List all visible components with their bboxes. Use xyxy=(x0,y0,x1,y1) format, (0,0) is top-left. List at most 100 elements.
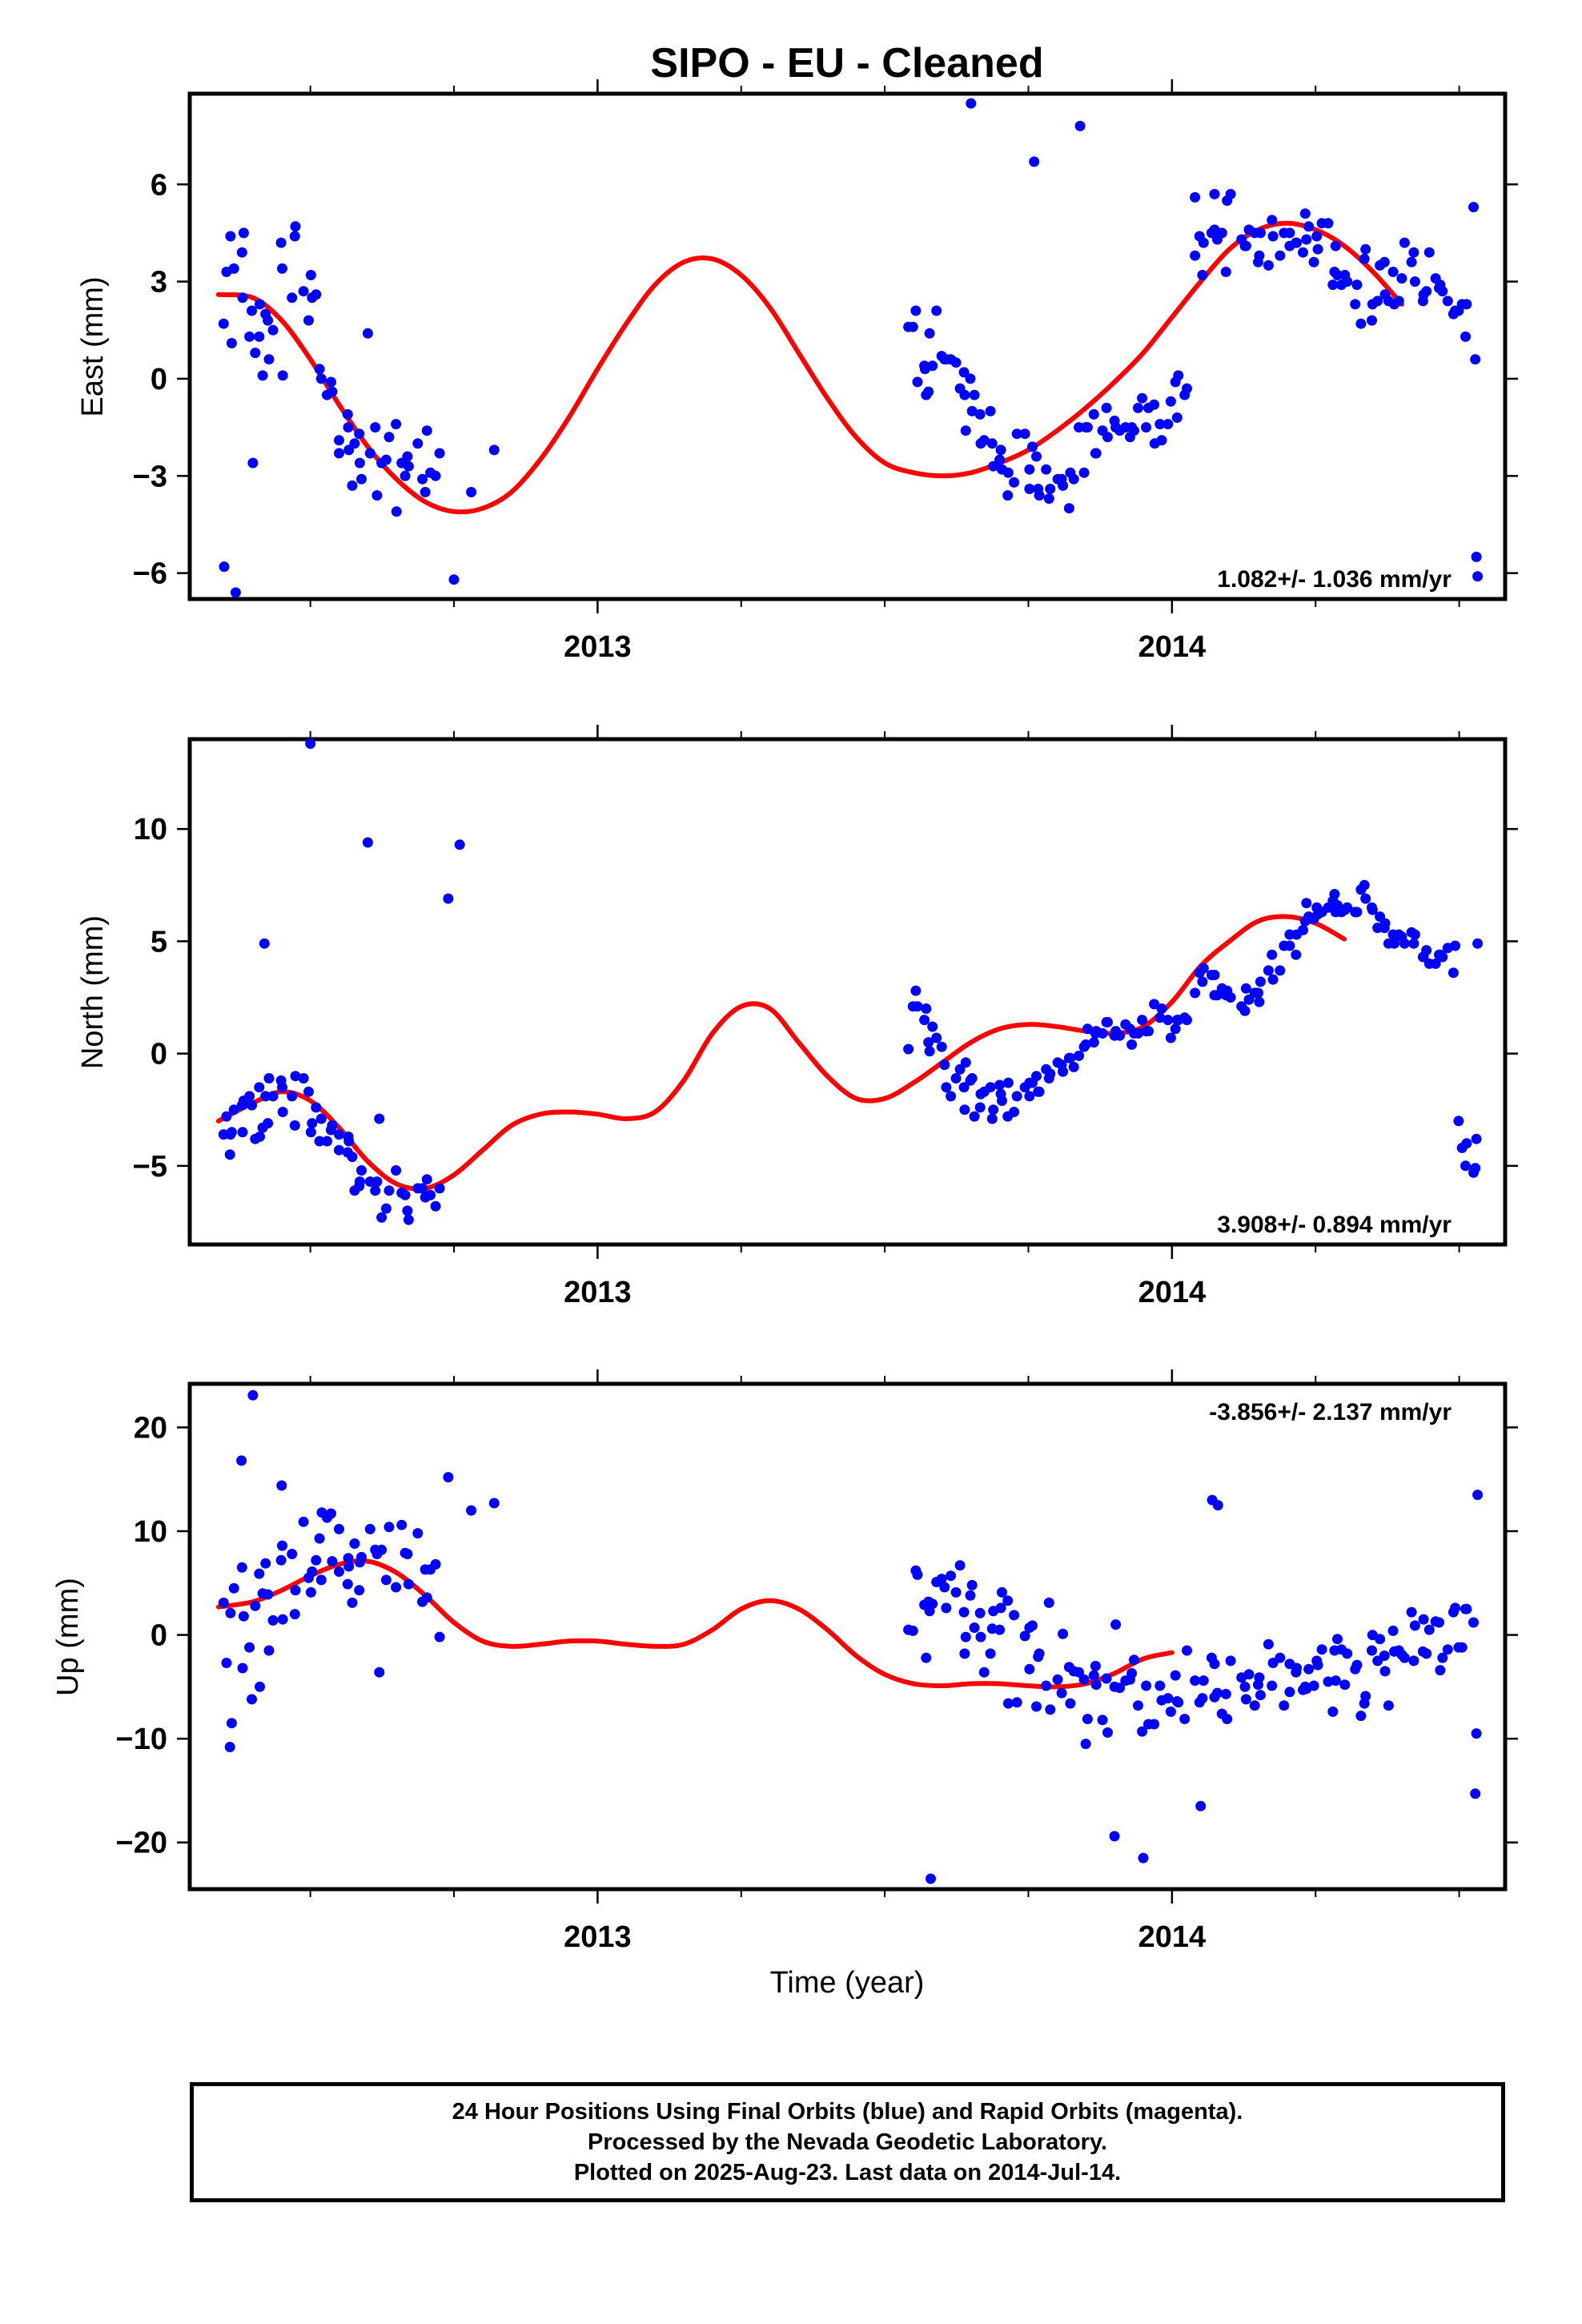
data-point xyxy=(263,1589,274,1600)
data-point xyxy=(923,386,934,397)
data-point xyxy=(1471,1133,1482,1144)
data-point xyxy=(1065,1698,1076,1709)
data-point xyxy=(1399,1652,1410,1663)
data-point xyxy=(1024,1663,1035,1675)
data-point xyxy=(218,318,229,329)
data-point xyxy=(1082,1714,1093,1724)
data-point xyxy=(1409,929,1420,940)
data-point xyxy=(924,328,935,339)
data-point xyxy=(1212,1687,1223,1699)
data-point xyxy=(277,263,287,274)
data-point xyxy=(391,419,402,430)
data-point xyxy=(1031,451,1042,462)
data-point xyxy=(1284,227,1295,239)
data-point xyxy=(255,1131,265,1142)
data-point xyxy=(1408,1655,1419,1667)
data-point xyxy=(289,231,300,242)
points-east xyxy=(218,98,1484,598)
data-point xyxy=(1254,996,1265,1007)
data-point xyxy=(303,315,314,326)
data-point xyxy=(1442,296,1453,307)
x-tick-label: 2013 xyxy=(564,1920,632,1954)
data-point xyxy=(986,438,998,449)
data-point xyxy=(995,1602,1006,1614)
data-point xyxy=(1024,464,1035,475)
data-point xyxy=(1209,188,1220,199)
data-point xyxy=(425,1189,436,1200)
data-point xyxy=(305,270,316,280)
data-point xyxy=(912,1001,923,1012)
ticks-up: 2013 2014 −20 −10 0 10 20 xyxy=(116,1369,1518,1954)
data-point xyxy=(1367,315,1377,326)
data-point xyxy=(326,1508,336,1519)
data-point xyxy=(1389,938,1399,949)
data-point xyxy=(1034,1648,1045,1659)
data-point xyxy=(1468,202,1479,213)
rate-label-up: -3.856+/- 2.137 mm/yr xyxy=(1209,1399,1452,1425)
data-point xyxy=(1471,1728,1482,1739)
data-point xyxy=(1308,1680,1319,1691)
y-axis-label-north: North (mm) xyxy=(76,915,110,1069)
data-point xyxy=(237,1663,248,1674)
data-point xyxy=(1359,879,1370,891)
data-point xyxy=(448,574,460,585)
data-point xyxy=(1179,1714,1191,1724)
data-point xyxy=(1137,1726,1148,1737)
y-tick-label: 0 xyxy=(151,1619,167,1653)
data-point xyxy=(1102,1727,1113,1738)
data-point xyxy=(1198,237,1209,248)
data-point xyxy=(374,1667,385,1678)
data-point xyxy=(402,1205,413,1216)
data-point xyxy=(960,425,971,436)
data-point xyxy=(290,1071,301,1082)
data-point xyxy=(946,1091,957,1102)
data-point xyxy=(307,1566,318,1577)
data-point xyxy=(305,1127,316,1138)
data-point xyxy=(1082,1023,1093,1035)
data-point xyxy=(994,454,1006,465)
data-point xyxy=(1423,1624,1435,1635)
data-point xyxy=(1399,237,1410,248)
y-tick-label: 6 xyxy=(151,168,167,202)
data-point xyxy=(1024,484,1035,494)
y-tick-label: −3 xyxy=(133,460,167,493)
data-point xyxy=(1240,983,1251,994)
data-point xyxy=(287,1091,298,1102)
data-point xyxy=(1088,408,1099,420)
data-point xyxy=(1149,999,1160,1010)
data-point xyxy=(343,422,354,433)
data-point xyxy=(1375,1634,1386,1645)
data-point xyxy=(1197,976,1208,987)
data-point xyxy=(1263,965,1274,976)
chart-title: SIPO - EU - Cleaned xyxy=(650,40,1043,86)
data-point xyxy=(1255,227,1266,239)
data-point xyxy=(1379,1666,1391,1677)
data-point xyxy=(443,893,454,904)
data-point xyxy=(1267,1680,1278,1691)
x-tick-label: 2014 xyxy=(1138,630,1207,664)
data-point xyxy=(985,1648,996,1659)
data-point xyxy=(228,1582,239,1594)
data-point xyxy=(1009,1107,1020,1117)
data-point xyxy=(364,1523,375,1534)
data-point xyxy=(1002,1698,1014,1709)
data-point xyxy=(314,364,325,375)
data-point xyxy=(290,1585,301,1596)
data-point xyxy=(247,1694,257,1705)
data-point xyxy=(347,1597,358,1608)
data-point xyxy=(1437,951,1448,963)
data-point xyxy=(315,373,327,384)
data-point xyxy=(267,1614,279,1626)
data-point xyxy=(226,338,237,348)
data-point xyxy=(315,1574,327,1586)
data-point xyxy=(1165,1032,1176,1043)
data-point xyxy=(959,1648,970,1659)
data-point xyxy=(420,487,431,497)
data-point xyxy=(1063,503,1074,514)
data-point xyxy=(1350,299,1361,310)
data-point xyxy=(364,448,375,459)
data-point xyxy=(1254,250,1265,261)
data-point xyxy=(1379,1651,1390,1661)
data-point xyxy=(354,1176,365,1187)
